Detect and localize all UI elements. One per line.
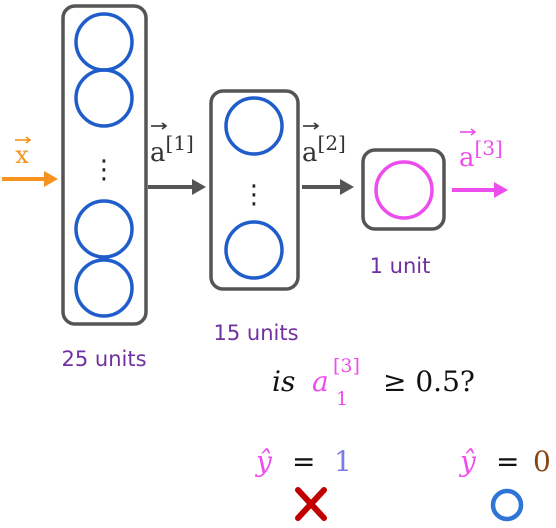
question-sup: [3]	[333, 355, 360, 377]
activation-3: a[3]	[452, 128, 508, 198]
activation-2: a[2]	[302, 122, 354, 195]
output-arrowhead-icon	[494, 182, 508, 198]
question-rest: ≥ 0.5?	[383, 365, 475, 398]
value-one: 1	[334, 445, 352, 478]
activation-1: a[1]	[148, 122, 206, 195]
layer-2-box	[209, 89, 300, 291]
svg-text:a[2]: a[2]	[302, 131, 346, 168]
activation-2-base: a	[302, 138, 318, 168]
svg-text:a[3]: a[3]	[459, 136, 503, 173]
equals-zero: =	[496, 445, 519, 478]
input-arrowhead-icon	[44, 171, 58, 187]
layer-1-box	[61, 4, 148, 326]
layer-2-units-label: 15 units	[213, 321, 298, 345]
outcome-one: ŷ = 1	[254, 445, 352, 521]
activation-3-sup: [3]	[475, 136, 503, 160]
activation-1-sup: [1]	[166, 131, 194, 155]
activation-3-base: a	[459, 143, 475, 173]
neuron-1-1	[74, 12, 134, 72]
layer-2: ⋮	[209, 89, 300, 291]
layer-3-units-label: 1 unit	[370, 254, 431, 278]
equals-one: =	[292, 445, 315, 478]
question-sub: 1	[336, 388, 348, 410]
svg-text:a[1]: a[1]	[150, 131, 194, 168]
vector-arrowhead-icon	[470, 128, 477, 136]
layer-1-units-label: 25 units	[61, 347, 146, 371]
neuron-1-25	[74, 258, 134, 318]
yhat-zero: ŷ	[458, 445, 477, 478]
layer-3-box	[361, 148, 446, 231]
layer-3	[361, 148, 446, 231]
input-x: x	[2, 136, 58, 187]
outcome-zero: ŷ = 0	[458, 445, 551, 522]
question-prefix: is	[272, 365, 295, 398]
cross-icon	[295, 487, 327, 521]
question-var: a	[312, 365, 329, 398]
arrow-2-head-icon	[340, 179, 354, 195]
output-neuron	[374, 160, 434, 220]
neuron-2-1	[224, 96, 284, 156]
yhat-one: ŷ	[254, 445, 273, 478]
vector-arrowhead-icon	[313, 122, 320, 130]
neuron-1-2	[74, 68, 134, 128]
vector-arrowhead-icon	[25, 136, 32, 144]
neuron-2-15	[224, 220, 284, 280]
layer-2-ellipsis: ⋮	[241, 180, 267, 210]
arrow-1-head-icon	[192, 179, 206, 195]
layer-1-ellipsis: ⋮	[91, 155, 117, 185]
input-x-label: x	[15, 141, 29, 169]
neuron-1-24	[74, 199, 134, 259]
activation-1-base: a	[150, 138, 166, 168]
vector-arrowhead-icon	[161, 122, 168, 130]
circle-icon	[490, 488, 524, 522]
threshold-question: is a [3] 1 ≥ 0.5?	[272, 355, 475, 410]
value-zero: 0	[533, 445, 551, 478]
activation-2-sup: [2]	[318, 131, 346, 155]
layer-1: ⋮	[61, 4, 148, 326]
